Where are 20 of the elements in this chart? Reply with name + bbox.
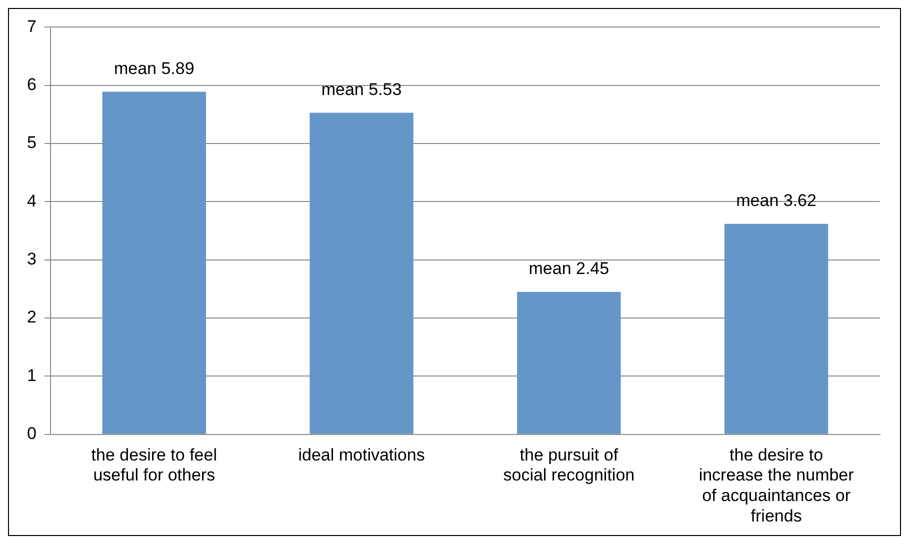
x-tick-label: the pursuit of social recognition — [503, 445, 635, 485]
y-tick-label: 5 — [26, 133, 36, 152]
bar — [102, 92, 206, 434]
bar — [517, 292, 621, 434]
x-tick-label: the desire to feel useful for others — [91, 445, 217, 485]
y-tick-label: 3 — [26, 250, 36, 269]
data-label: mean 5.53 — [321, 80, 402, 99]
y-tick-label: 0 — [26, 424, 36, 444]
bar — [310, 112, 414, 434]
bar — [724, 224, 828, 434]
data-label: mean 3.62 — [736, 191, 816, 210]
data-label: mean 5.89 — [114, 58, 194, 78]
y-tick-label: 7 — [26, 16, 36, 36]
x-tick-label: ideal motivations — [298, 445, 425, 464]
y-tick-label: 2 — [26, 308, 36, 327]
y-tick-label: 4 — [26, 191, 36, 210]
y-tick-label: 1 — [26, 366, 36, 385]
y-tick-label: 6 — [26, 75, 36, 94]
x-tick-label: the desire to increase the number of acquaintances or friends — [698, 445, 854, 526]
data-label: mean 2.45 — [528, 259, 610, 278]
